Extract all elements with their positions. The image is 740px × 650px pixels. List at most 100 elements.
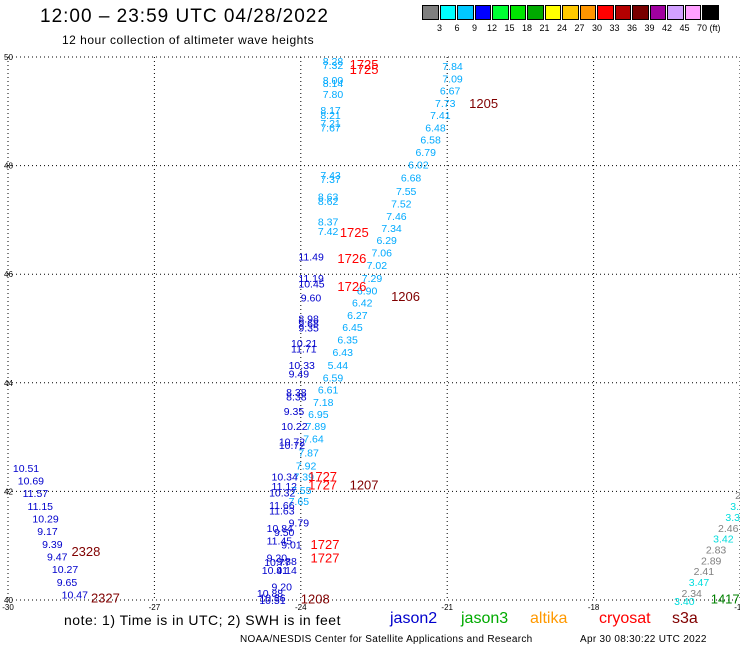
wave-height-value: 8.14: [323, 78, 344, 90]
wave-height-value: 7.42: [318, 226, 339, 238]
wave-height-value: 3.42: [713, 534, 734, 546]
legend-label: 12: [486, 23, 498, 33]
wave-height-value: 7.34: [381, 223, 402, 235]
lon-tick-label: -18: [588, 603, 600, 612]
wave-height-value: 2.: [735, 490, 740, 502]
lon-tick-label: -27: [149, 603, 161, 612]
wave-height-value: 2.83: [706, 545, 727, 557]
wave-height-value: 7.67: [320, 123, 341, 135]
lat-tick-label: 44: [4, 379, 13, 388]
wave-height-value: 10.84: [267, 523, 293, 535]
wave-height-value: 7.80: [323, 89, 344, 101]
wave-height-value: 9.01: [281, 540, 302, 552]
legend-swatch: [684, 5, 702, 20]
wave-height-value: 7.73: [435, 98, 456, 110]
legend-swatch: [649, 5, 667, 20]
wave-height-value: 6.59: [323, 372, 344, 384]
wave-height-value: 6.43: [333, 347, 354, 359]
legend-label: 33: [609, 23, 620, 33]
wave-height-value: 11.66: [269, 500, 295, 512]
wave-height-value: 7.52: [391, 199, 412, 211]
mission-jason2: jason2: [390, 610, 438, 627]
wave-height-value: 7.37: [320, 174, 341, 186]
pass-time-label: 1727: [311, 551, 340, 566]
pass-time-label: 1725: [350, 62, 379, 77]
lat-tick-label: 42: [4, 487, 13, 496]
wave-height-value: 7.09: [442, 74, 463, 86]
wave-height-value: 6.58: [420, 135, 441, 147]
wave-height-value: 7.18: [313, 397, 334, 409]
lat-tick-label: 46: [4, 270, 13, 279]
wave-height-value: 6.35: [337, 334, 358, 346]
wave-height-value: 2.89: [701, 555, 722, 567]
wave-height-value: 11.57: [23, 488, 49, 500]
legend-label: 18: [521, 23, 533, 33]
page-title: 12:00 – 23:59 UTC 04/28/2022: [40, 6, 329, 27]
pass-time-label: 1726: [337, 251, 366, 266]
wave-height-value: 6.48: [425, 123, 446, 135]
wave-height-value: 10.51: [13, 463, 39, 475]
pass-time-label: 1207: [350, 477, 379, 492]
wave-height-value: 11.15: [28, 501, 54, 513]
wave-height-value: 9.47: [47, 552, 68, 564]
legend-swatch: [474, 5, 492, 20]
pass-time-label: 1205: [469, 96, 498, 111]
legend-swatch: [702, 5, 719, 20]
wave-height-value: 6.29: [376, 235, 397, 247]
legend-swatch: [509, 5, 527, 20]
wave-height-value: 6.02: [408, 160, 429, 172]
wave-height-value: 10.33: [289, 360, 315, 372]
wave-height-value: 10.29: [32, 514, 58, 526]
legend-label: 9: [471, 23, 478, 33]
legend-swatch: [422, 5, 439, 20]
legend-swatch: [544, 5, 562, 20]
wave-height-value: 9.68: [298, 318, 319, 330]
wave-height-value: 10.47: [62, 590, 88, 602]
legend-label: 45: [679, 23, 690, 33]
wave-height-value: 10.88: [257, 588, 283, 600]
wave-height-value: 9.79: [289, 517, 310, 529]
page-subtitle: 12 hour collection of altimeter wave hei…: [62, 33, 315, 47]
pass-time-label: 1727: [311, 537, 340, 552]
pass-time-label: 2328: [71, 544, 100, 559]
wave-height-value: 5.44: [328, 360, 349, 372]
wave-height-value: 8.63: [318, 192, 339, 204]
wave-height-value: 7.32: [323, 60, 344, 72]
mission-s3a: s3a: [672, 610, 698, 627]
legend-unit: (ft): [709, 23, 721, 33]
wave-height-value: 7.87: [298, 447, 319, 459]
wave-height-value: 10.34: [272, 472, 298, 484]
wave-height-value: 8.38: [286, 391, 307, 403]
wave-height-value: 11.63: [269, 505, 295, 517]
legend-swatch: [562, 5, 579, 20]
legend-label: 36: [626, 23, 638, 33]
wave-height-value: 2.34: [681, 588, 702, 600]
wave-height-value: 10.45: [298, 278, 324, 290]
wave-height-value: 7.43: [320, 170, 341, 182]
wave-height-value: 8.28: [323, 56, 344, 68]
legend-label: 24: [556, 23, 568, 33]
legend-label: 42: [661, 23, 673, 33]
wave-height-value: 10.32: [269, 487, 295, 499]
wave-height-value: 10.21: [291, 338, 317, 350]
pass-time-label: 1725: [340, 225, 369, 240]
legend-label: 39: [644, 23, 655, 33]
legend-label: 70: [696, 23, 708, 33]
pass-time-label: 1726: [337, 279, 366, 294]
legend-label: 27: [574, 23, 585, 33]
wave-height-value: 6.61: [318, 384, 339, 396]
wave-height-map: -30 -27 -24 -21 -18 -15 40 42 44 46 48 50 8.287.32 8.…: [2, 53, 740, 612]
wave-height-value: 2.41: [694, 566, 715, 578]
wave-height-value: 11.71: [291, 344, 317, 356]
wave-height-value: 10.72: [279, 436, 305, 448]
wave-height-value: 11.19: [298, 273, 324, 285]
wave-height-value: 9.14: [276, 565, 297, 577]
wave-height-value: 6.95: [308, 409, 329, 421]
wave-height-value: 9.20: [267, 553, 288, 565]
wave-height-value: 8.17: [320, 105, 341, 117]
legend-label: 30: [591, 23, 603, 33]
wave-height-value: 8.38: [286, 387, 307, 399]
pass-time-label: 1727: [308, 477, 337, 492]
wave-height-value: 3.35: [725, 512, 740, 524]
pass-time-label: 2327: [91, 590, 120, 605]
